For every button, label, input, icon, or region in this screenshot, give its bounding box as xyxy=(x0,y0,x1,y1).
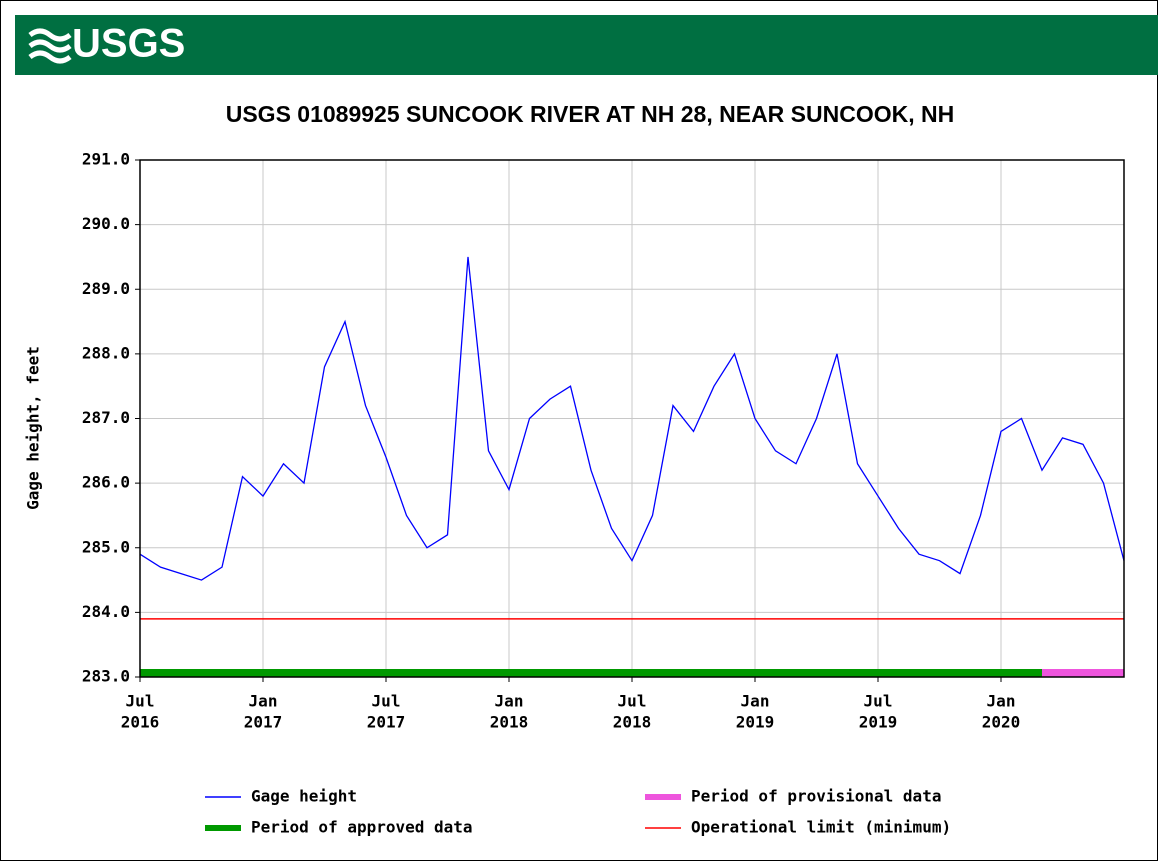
y-tick-label: 288.0 xyxy=(82,343,130,362)
x-tick-label: 2017 xyxy=(244,713,283,732)
logo-waves xyxy=(28,28,72,64)
x-tick-label: Jan xyxy=(249,692,278,711)
x-tick-label: 2019 xyxy=(736,713,775,732)
x-tick-label: Jul xyxy=(618,692,647,711)
period-bar xyxy=(140,669,1042,677)
plot-border xyxy=(139,159,1125,678)
period-bar xyxy=(1042,669,1124,677)
x-tick-label: 2018 xyxy=(613,713,652,732)
x-tick-label: Jul xyxy=(864,692,893,711)
x-tick-label: 2020 xyxy=(982,713,1021,732)
y-tick-label: 285.0 xyxy=(82,537,130,556)
y-tick-label: 291.0 xyxy=(82,150,130,169)
legend-label: Period of provisional data xyxy=(691,787,941,806)
y-tick-label: 289.0 xyxy=(82,279,130,298)
data-line xyxy=(139,256,1125,581)
y-tick-label: 287.0 xyxy=(82,408,130,427)
x-tick-label: Jan xyxy=(987,692,1016,711)
x-tick-label: 2016 xyxy=(121,713,160,732)
legend-label: Gage height xyxy=(251,787,357,806)
x-tick-label: 2018 xyxy=(490,713,529,732)
x-tick-label: Jan xyxy=(495,692,524,711)
y-tick-label: 284.0 xyxy=(82,602,130,621)
x-tick-label: Jul xyxy=(372,692,401,711)
y-tick-label: 286.0 xyxy=(82,473,130,492)
header-band xyxy=(15,15,1158,75)
y-tick-label: 283.0 xyxy=(82,667,130,686)
legend-label: Operational limit (minimum) xyxy=(691,818,951,837)
x-tick-label: 2017 xyxy=(367,713,406,732)
y-axis-label: Gage height, feet xyxy=(24,346,43,510)
y-tick-label: 290.0 xyxy=(82,214,130,233)
legend-label: Period of approved data xyxy=(251,818,473,837)
logo-text: USGS xyxy=(72,22,185,66)
x-tick-label: Jul xyxy=(126,692,155,711)
chart-title: USGS 01089925 SUNCOOK RIVER AT NH 28, NE… xyxy=(226,101,955,127)
x-tick-label: Jan xyxy=(741,692,770,711)
x-tick-label: 2019 xyxy=(859,713,898,732)
